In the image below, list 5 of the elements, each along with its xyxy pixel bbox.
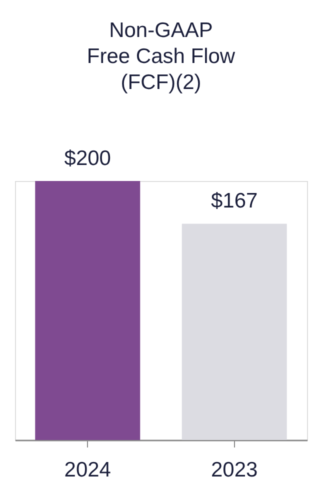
data-label: $167	[211, 190, 258, 213]
x-tick-label: 2024	[64, 458, 112, 482]
x-tick-label: 2023	[211, 458, 258, 482]
data-label: $200	[64, 147, 111, 170]
chart-title: Non-GAAP Free Cash Flow (FCF)(2)	[86, 19, 236, 94]
